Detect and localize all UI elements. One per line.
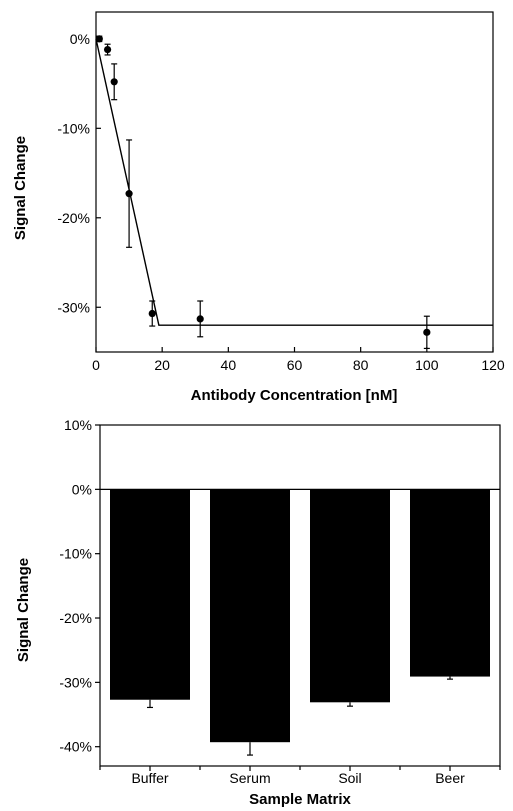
bar-soil <box>310 489 390 703</box>
top-x-tick-label: 40 <box>221 357 237 373</box>
data-point <box>196 315 204 323</box>
top-x-tick-label: 120 <box>481 357 505 373</box>
bottom-y-tick-label: -40% <box>59 739 92 755</box>
top-y-tick-label: -20% <box>57 210 90 226</box>
top-plot-frame <box>95 11 494 353</box>
top-y-ticks: 0% -10% -20% -30% <box>57 31 101 315</box>
top-x-ticks: 0 20 40 60 80 100 120 <box>92 347 505 373</box>
top-y-tick-label: 0% <box>70 31 90 47</box>
top-y-tick-label: -30% <box>57 299 90 315</box>
top-x-tick-label: 0 <box>92 357 100 373</box>
bar-beer <box>410 489 490 677</box>
sample-matrix-bar-chart: 10% 0% -10% -20% -30% -40% Buffer Serum Soil Bee… <box>15 417 501 808</box>
top-x-tick-label: 80 <box>353 357 369 373</box>
top-x-tick-label: 60 <box>287 357 303 373</box>
data-point <box>103 45 112 54</box>
top-y-tick-label: -10% <box>57 120 90 136</box>
bottom-x-tick-label: Beer <box>435 770 465 786</box>
bottom-y-axis-title: Signal Change <box>15 558 32 662</box>
bottom-x-tick-label: Soil <box>338 770 361 786</box>
bottom-data-marks <box>110 489 490 756</box>
bottom-y-tick-label: -10% <box>59 546 92 562</box>
top-y-axis-title: Signal Change <box>12 136 29 240</box>
concentration-scatter-chart: 0% -10% -20% -30% 0 20 40 60 80 100 120 Antibody … <box>12 11 505 404</box>
data-point <box>423 328 431 336</box>
data-point <box>110 78 118 86</box>
top-data-marks <box>95 35 493 350</box>
bar-buffer <box>110 489 190 700</box>
bottom-y-tick-label: 10% <box>64 417 92 433</box>
top-x-axis-title: Antibody Concentration [nM] <box>191 387 398 404</box>
data-point <box>95 35 103 43</box>
top-x-tick-label: 20 <box>154 357 170 373</box>
bottom-x-ticks: Buffer Serum Soil Beer <box>99 766 501 786</box>
bottom-y-ticks: 10% 0% -10% -20% -30% -40% <box>59 417 100 755</box>
fit-line <box>95 38 493 326</box>
data-point <box>148 309 156 318</box>
data-point <box>125 190 133 198</box>
bottom-x-axis-title: Sample Matrix <box>249 791 351 808</box>
bottom-y-tick-label: 0% <box>72 481 92 497</box>
bottom-x-tick-label: Buffer <box>131 770 168 786</box>
bottom-y-tick-label: -20% <box>59 610 92 626</box>
bar-serum <box>210 489 290 743</box>
bottom-y-tick-label: -30% <box>59 674 92 690</box>
top-x-tick-label: 100 <box>415 357 439 373</box>
bottom-x-tick-label: Serum <box>229 770 270 786</box>
